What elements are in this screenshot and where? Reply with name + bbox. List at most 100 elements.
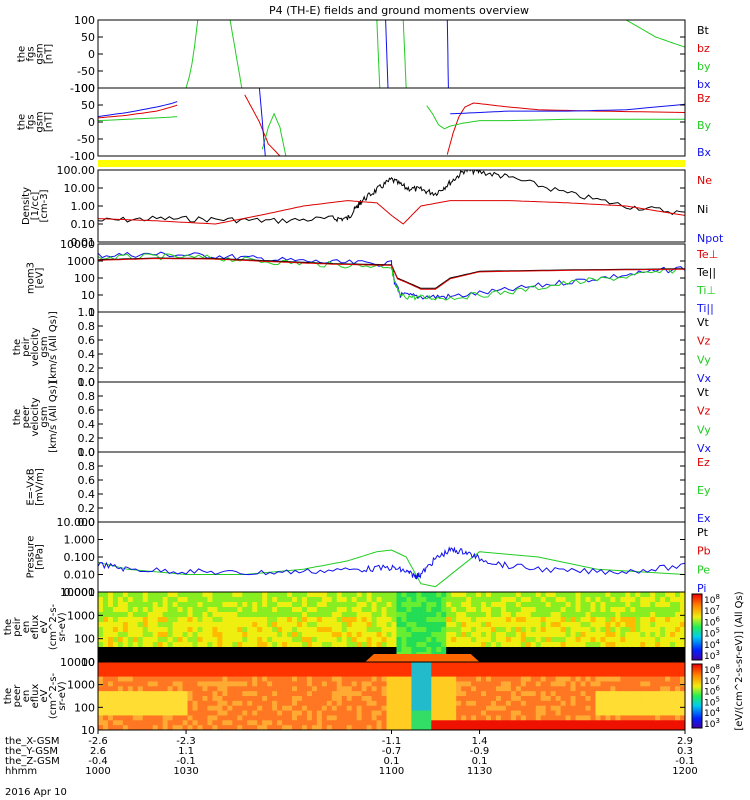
spectrogram-cell	[610, 617, 616, 623]
spectrogram-cell	[162, 666, 169, 673]
spectrogram-cell	[162, 597, 169, 603]
spectrogram-cell	[426, 696, 432, 702]
spectrogram-cell	[650, 715, 656, 721]
spectrogram-cell	[495, 666, 502, 673]
spectrogram-cell	[207, 691, 213, 697]
spectrogram-cell	[500, 627, 507, 633]
spectrogram-cell	[620, 632, 626, 638]
spectrogram-cell	[187, 637, 194, 643]
spectrogram-cell	[137, 681, 144, 687]
spectrogram-cell	[331, 710, 338, 716]
spectrogram-cell	[540, 725, 547, 730]
spectrogram-cell	[411, 676, 417, 682]
spectrogram-cell	[351, 666, 358, 673]
spectrogram-cell	[610, 691, 616, 697]
spectrogram-cell	[481, 632, 487, 638]
spectrogram-cell	[615, 671, 621, 678]
spectrogram-cell	[396, 676, 402, 682]
spectrogram-cell	[461, 622, 467, 628]
spectrogram-cell	[252, 720, 258, 726]
spectrogram-cell	[675, 612, 681, 618]
spectrogram-cell	[311, 657, 318, 662]
spectrogram-cell	[590, 602, 596, 608]
spectrogram-cell	[386, 666, 392, 673]
spectrogram-cell	[565, 647, 572, 653]
spectrogram-cell	[570, 642, 577, 648]
spectrogram-cell	[451, 720, 457, 726]
spectrogram-cell	[555, 592, 562, 598]
spectrogram-cell	[436, 607, 442, 613]
spectrogram-cell	[132, 617, 139, 623]
spectrogram-cell	[585, 592, 591, 598]
y-tick-label: 0.2	[78, 502, 96, 515]
spectrogram-cell	[346, 686, 353, 692]
spectrogram-cell	[247, 681, 253, 687]
spectrogram-cell	[471, 647, 477, 653]
spectrogram-cell	[142, 632, 149, 638]
series-by-6	[626, 20, 685, 48]
spectrogram-cell	[476, 617, 482, 623]
spectrogram-cell	[187, 725, 194, 730]
spectrogram-cell	[182, 647, 189, 653]
spectrogram-cell	[242, 652, 248, 658]
spectrogram-cell	[525, 662, 532, 668]
spectrogram-cell	[625, 617, 631, 623]
spectrogram-cell	[217, 710, 223, 716]
spectrogram-cell	[461, 676, 467, 682]
spectrogram-cell	[550, 612, 557, 618]
spectrogram-cell	[192, 666, 198, 673]
spectrogram-cell	[157, 715, 164, 721]
y-tick-label: 0.100	[64, 551, 96, 564]
spectrogram-cell	[411, 662, 417, 668]
spectrogram-cell	[262, 662, 268, 668]
spectrogram-cell	[510, 715, 517, 721]
spectrogram-cell	[590, 592, 596, 598]
spectrogram-cell	[580, 652, 586, 658]
spectrogram-cell	[660, 597, 666, 603]
spectrogram-cell	[535, 612, 542, 618]
spectrogram-cell	[680, 637, 685, 643]
spectrogram-cell	[446, 637, 452, 643]
spectrogram-cell	[277, 681, 283, 687]
spectrogram-cell	[530, 657, 537, 662]
spectrogram-cell	[316, 627, 323, 633]
spectrogram-cell	[361, 705, 368, 712]
spectrogram-cell	[471, 602, 477, 608]
spectrogram-cell	[486, 637, 492, 643]
spectrogram-cell	[252, 622, 258, 628]
spectrogram-cell	[192, 676, 198, 682]
spectrogram-cell	[545, 592, 552, 598]
spectrogram-cell	[326, 632, 333, 638]
spectrogram-cell	[321, 607, 328, 613]
spectrogram-cell	[272, 715, 278, 721]
spectrogram-cell	[237, 710, 243, 716]
spectrogram-cell	[162, 657, 169, 662]
spectrogram-cell	[207, 671, 213, 678]
spectrogram-cell	[555, 617, 562, 623]
spectrogram-cell	[595, 597, 601, 603]
spectrogram-cell	[580, 642, 586, 648]
spectrogram-cell	[242, 617, 248, 623]
spectrogram-cell	[282, 705, 288, 712]
spectrogram-cell	[142, 686, 149, 692]
spectrogram-cell	[490, 676, 497, 682]
spectrogram-cell	[605, 676, 611, 682]
spectrogram-cell	[645, 666, 651, 673]
spectrogram-cell	[356, 676, 363, 682]
spectrogram-cell	[277, 710, 283, 716]
spectrogram-cell	[167, 622, 174, 628]
spectrogram-cell	[277, 725, 283, 730]
figure-title: P4 (TH-E) fields and ground moments over…	[269, 4, 529, 17]
spectrogram-cell	[655, 681, 661, 687]
spectrogram-cell	[625, 597, 631, 603]
spectrogram-cell	[197, 607, 203, 613]
spectrogram-cell	[152, 700, 159, 707]
spectrogram-cell	[257, 676, 263, 682]
spectrogram-cell	[272, 662, 278, 668]
spectrogram-cell	[366, 686, 373, 692]
spectrogram-cell	[237, 632, 243, 638]
spectrogram-cell	[515, 652, 522, 658]
spectrogram-cell	[192, 632, 198, 638]
spectrogram-cell	[590, 662, 596, 668]
spectrogram-cell	[222, 715, 228, 721]
